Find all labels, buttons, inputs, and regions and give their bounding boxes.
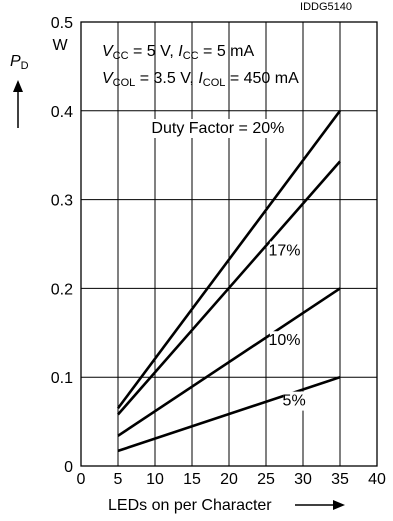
- y-axis-unit: W: [52, 37, 68, 54]
- series-label-3: 5%: [283, 393, 306, 410]
- y-tick-label: 0.3: [51, 193, 73, 210]
- plot-border: [80, 21, 378, 467]
- x-axis-label: LEDs on per Character: [108, 497, 272, 514]
- x-axis-arrow-icon: [295, 500, 345, 510]
- series-lines: Duty Factor = 20% 17% 10% 5%: [116, 110, 342, 453]
- series-label-bg: [269, 241, 300, 261]
- y-tick-label: 0.5: [51, 15, 73, 32]
- tick-labels: 0 5 10 15 20 25 30 35 40 0 0.1 0.2 0.3 0.4 0.5: [51, 15, 386, 488]
- series-label-bg: [269, 331, 300, 351]
- series-line-1: [117, 160, 341, 416]
- conditions-line-1: VCC = 5 V, ICC = 5 mA: [102, 43, 254, 62]
- y-tick-label: 0.4: [51, 104, 73, 121]
- x-tick-label: 0: [77, 471, 86, 488]
- x-tick-label: 20: [220, 471, 238, 488]
- figure-id: IDDG5140: [300, 1, 352, 13]
- x-tick-label: 5: [114, 471, 123, 488]
- series-line-2: [117, 287, 341, 437]
- x-tick-label: 10: [146, 471, 164, 488]
- series-label-0: Duty Factor = 20%: [151, 120, 284, 137]
- series-label-bg: [144, 119, 292, 138]
- y-tick-label: 0.1: [51, 370, 73, 387]
- series-line-0: [116, 110, 342, 410]
- conditions-line-2: VCOL = 3.5 V, ICOL = 450 mA: [102, 70, 299, 89]
- series-label-2: 10%: [268, 332, 300, 349]
- series-label-bg: [283, 391, 305, 411]
- y-axis-label: PD: [10, 53, 29, 72]
- x-tick-label: 15: [183, 471, 201, 488]
- series-line-3: [117, 375, 341, 453]
- y-tick-label: 0.2: [51, 281, 73, 298]
- x-tick-label: 40: [368, 471, 386, 488]
- x-tick-label: 30: [294, 471, 312, 488]
- y-axis-arrow-icon: [13, 80, 23, 128]
- x-tick-label: 35: [331, 471, 349, 488]
- x-tick-label: 25: [257, 471, 275, 488]
- y-tick-label: 0: [64, 459, 73, 476]
- plot-frame: [80, 21, 378, 467]
- series-label-1: 17%: [268, 243, 300, 260]
